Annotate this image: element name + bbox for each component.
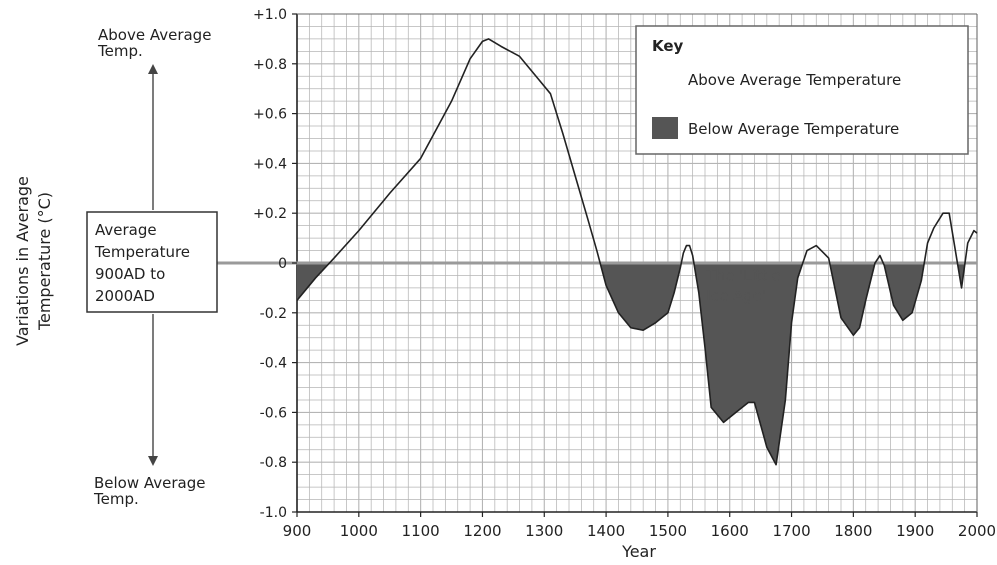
y-tick-label: +0.2 [253, 206, 287, 222]
x-tick-label: 900 [283, 522, 312, 540]
legend-entry-above-label: Above Average Temperature [688, 71, 901, 89]
above-average-label-2: Temp. [97, 42, 143, 60]
x-tick-label: 1900 [896, 522, 934, 540]
baseline-annotation-box: Average Temperature 900AD to 2000AD [86, 211, 218, 313]
x-tick-label: 1700 [772, 522, 810, 540]
y-tick-label: -0.8 [260, 455, 287, 471]
baseline-box-line-1: Average [95, 221, 157, 239]
y-tick-label: -0.6 [260, 405, 287, 421]
left-annotations: Above Average Temp. Below Average Temp. … [13, 26, 211, 508]
above-average-label-1: Above Average [98, 26, 211, 44]
y-axis-title-line-1: Variations in Average [13, 176, 32, 346]
y-axis-title-line-2: Temperature (°C) [35, 192, 54, 331]
below-average-label-2: Temp. [93, 490, 139, 508]
y-tick-label: 0 [278, 256, 287, 272]
y-tick-label: +0.8 [253, 57, 287, 73]
x-tick-label: 1600 [711, 522, 749, 540]
x-tick-label: 1000 [340, 522, 378, 540]
up-arrow-icon [148, 64, 158, 74]
little-ice-age-label-line: The 'Little [705, 266, 780, 284]
x-tick-label: 1400 [587, 522, 625, 540]
x-tick-label: 1800 [834, 522, 872, 540]
y-tick-label: -0.2 [260, 306, 287, 322]
baseline-box-line-4: 2000AD [95, 287, 155, 305]
little-ice-age-label-line: Ice Age' [706, 286, 766, 304]
legend-entry-below-label: Below Average Temperature [688, 120, 899, 138]
baseline-box-line-2: Temperature [94, 243, 190, 261]
legend-title: Key [652, 37, 684, 55]
y-tick-label: +1.0 [253, 7, 287, 23]
y-tick-label: -0.4 [260, 356, 287, 372]
below-average-label-1: Below Average [94, 474, 206, 492]
temperature-line [296, 38, 978, 466]
y-tick-label: +0.6 [253, 107, 287, 123]
below-average-area [297, 263, 977, 465]
x-tick-label: 1500 [649, 522, 687, 540]
x-tick-label: 1300 [525, 522, 563, 540]
y-tick-label: -1.0 [260, 505, 287, 521]
x-axis-title: Year [621, 542, 656, 561]
baseline-box-line-3: 900AD to [95, 265, 165, 283]
x-tick-label: 2000 [958, 522, 996, 540]
baseline-box-frame [86, 211, 218, 313]
x-tick-label: 1100 [402, 522, 440, 540]
x-tick-label: 1200 [463, 522, 501, 540]
down-arrow-icon [148, 456, 158, 466]
legend: Key Above Average Temperature Below Aver… [635, 25, 969, 155]
y-tick-label: +0.4 [253, 156, 287, 172]
legend-swatch-below [652, 117, 678, 139]
legend-frame [635, 25, 969, 155]
